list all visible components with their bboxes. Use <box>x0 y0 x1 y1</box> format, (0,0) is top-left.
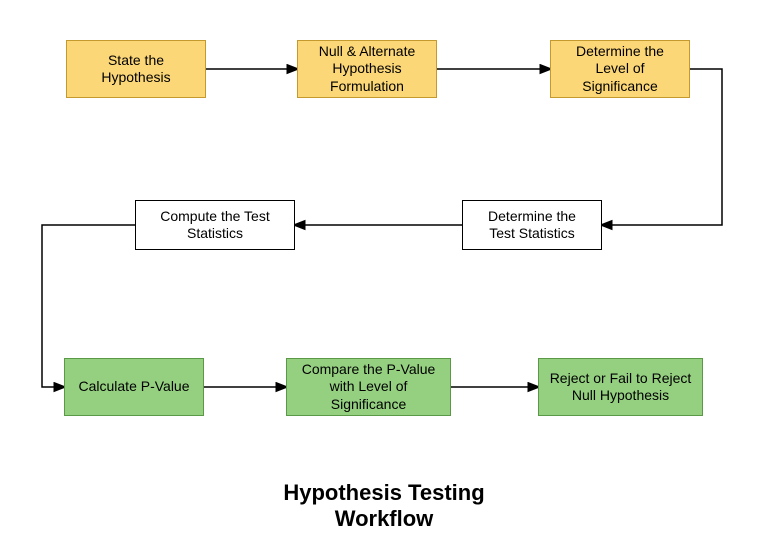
flowchart-node: Compare the P-Valuewith Level ofSignific… <box>286 358 451 416</box>
flowchart-node: Determine theLevel ofSignificance <box>550 40 690 98</box>
flowchart-node: State theHypothesis <box>66 40 206 98</box>
flowchart-node: Null & AlternateHypothesisFormulation <box>297 40 437 98</box>
flowchart-node: Calculate P-Value <box>64 358 204 416</box>
flowchart-node: Reject or Fail to RejectNull Hypothesis <box>538 358 703 416</box>
flowchart-node: Determine theTest Statistics <box>462 200 602 250</box>
flowchart-node: Compute the TestStatistics <box>135 200 295 250</box>
diagram-title: Hypothesis Testing Workflow <box>234 480 534 532</box>
